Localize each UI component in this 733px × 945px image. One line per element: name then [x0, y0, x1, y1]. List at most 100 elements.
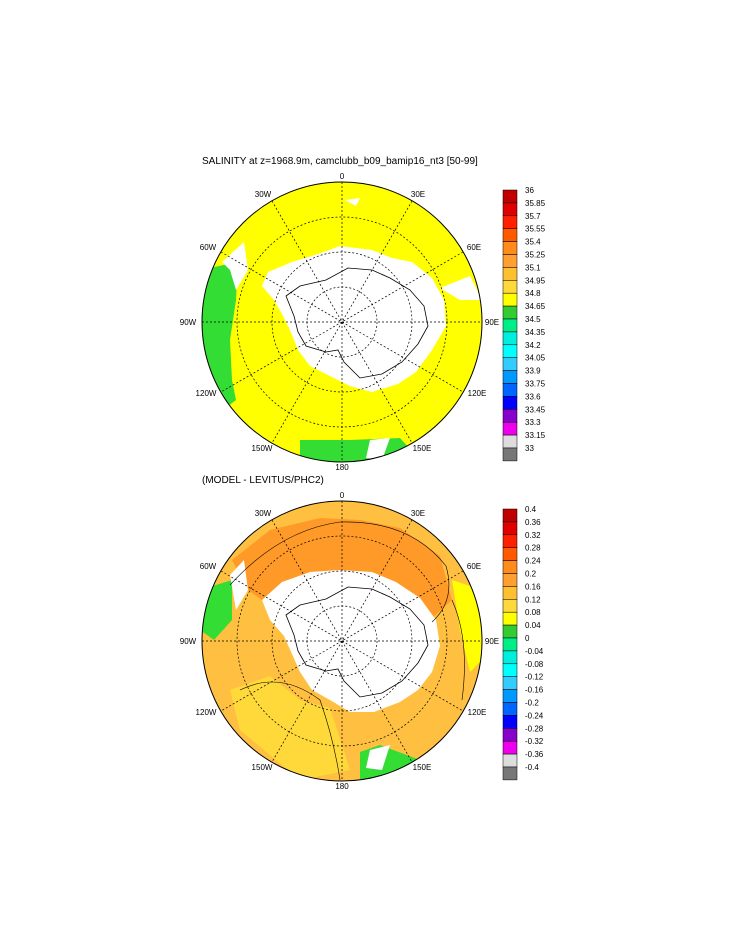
lon-label-150e: 150E [413, 444, 432, 453]
colorbar-label: 33.9 [525, 367, 541, 376]
lon-label-90w: 90W [180, 637, 197, 646]
colorbar-swatch [502, 215, 518, 229]
lon-label-180: 180 [335, 782, 349, 791]
lon-label-30w: 30W [255, 190, 272, 199]
colorbar-label: -0.28 [525, 724, 544, 733]
colorbar-label: 0.28 [525, 544, 541, 553]
lon-label-120e: 120E [468, 389, 487, 398]
colorbar-swatch [502, 447, 518, 462]
colorbar-label: 0.12 [525, 595, 541, 604]
lon-label-0: 0 [340, 491, 345, 500]
colorbar-label: 34.95 [525, 276, 546, 285]
colorbar-swatch [502, 611, 518, 626]
antarctica-coastline [285, 586, 429, 698]
colorbar-swatch [502, 637, 518, 652]
colorbar-swatch [502, 715, 518, 729]
colorbar-label: 34.65 [525, 302, 546, 311]
colorbar-swatch [502, 357, 518, 371]
colorbar-label: 33 [525, 444, 534, 453]
colorbar-label: 0 [525, 634, 530, 643]
lon-label-150w: 150W [252, 763, 273, 772]
panel2-title: (MODEL - LEVITUS/PHC2) [202, 475, 324, 486]
nz-coast-region [300, 438, 420, 462]
lon-label-60e: 60E [467, 562, 481, 571]
colorbar-swatch [502, 241, 518, 255]
colorbar-swatch [502, 753, 518, 768]
lon-label-180: 180 [335, 463, 349, 472]
map-border [201, 500, 483, 782]
colorbar-swatch [502, 586, 518, 600]
lon-label-60w: 60W [200, 562, 217, 571]
colorbar-swatch [502, 202, 518, 217]
south-america-land [222, 242, 248, 290]
colorbar-label: -0.12 [525, 673, 544, 682]
meridian-grid [202, 501, 482, 781]
colorbar-label: 35.7 [525, 212, 541, 221]
colorbar-label: 0.4 [525, 505, 537, 514]
colorbar-label: -0.24 [525, 711, 544, 720]
colorbar-swatch [502, 254, 518, 268]
colorbar-label: 34.2 [525, 341, 541, 350]
colorbar-swatch [502, 650, 518, 665]
colorbar-swatch [502, 305, 518, 320]
lon-label-150w: 150W [252, 444, 273, 453]
colorbar-label: 0.04 [525, 621, 541, 630]
colorbar-label: 33.6 [525, 392, 541, 401]
colorbar-swatch [502, 547, 518, 561]
colorbar-swatch [502, 421, 518, 436]
colorbar-label: 0.32 [525, 531, 541, 540]
colorbar-swatch [502, 766, 518, 781]
colorbar-swatch [502, 624, 518, 639]
colorbar-swatch [502, 344, 518, 358]
colorbar-swatch [502, 280, 518, 294]
ice-patch [440, 276, 482, 300]
colorbar-label: 0.36 [525, 518, 541, 527]
colorbar-swatch [502, 740, 518, 755]
nz-land [366, 438, 390, 460]
colorbar-label: 34.35 [525, 328, 546, 337]
lon-label-120e: 120E [468, 708, 487, 717]
lon-label-120w: 120W [196, 708, 217, 717]
colorbar-swatch [502, 267, 518, 281]
colorbar-swatch [502, 396, 518, 410]
colorbar-label: -0.04 [525, 647, 544, 656]
colorbar-label: 33.45 [525, 405, 546, 414]
colorbar-swatch [502, 521, 518, 536]
colorbar-label: -0.4 [525, 763, 539, 772]
anomaly-contours [229, 521, 465, 781]
east-near-zero-region [452, 580, 482, 672]
colorbar-swatch [502, 228, 518, 242]
colorbar-label: 35.25 [525, 251, 546, 260]
colorbar-swatch [502, 508, 518, 523]
antarctica-coastline [285, 267, 429, 379]
colorbar-label: 0.16 [525, 582, 541, 591]
salinity-polar-map: 0 30E 60E 90E 120E 150E 180 150W 120W 90… [180, 172, 499, 472]
colorbar-swatch [502, 409, 518, 423]
colorbar-label: 34.5 [525, 315, 541, 324]
lon-label-120w: 120W [196, 389, 217, 398]
colorbar-label: 36 [525, 186, 534, 195]
lon-label-60w: 60W [200, 243, 217, 252]
colorbar-swatch [502, 383, 518, 397]
colorbar-label: -0.16 [525, 686, 544, 695]
lon-label-150e: 150E [413, 763, 432, 772]
colorbar-swatch [502, 189, 518, 204]
colorbar-label: 0.24 [525, 557, 541, 566]
colorbar-label: -0.08 [525, 660, 544, 669]
lon-label-90w: 90W [180, 318, 197, 327]
colorbar-swatch [502, 702, 518, 716]
meridian-grid [202, 182, 482, 462]
colorbar-label: 33.3 [525, 418, 541, 427]
colorbar-swatch [502, 689, 518, 703]
colorbar-swatch [502, 434, 518, 449]
colorbar-swatch [502, 292, 518, 307]
south-america-land [230, 560, 248, 610]
salinity-colorbar: 36 35.85 35.7 35.55 35.4 35.25 35.1 34.95 34.8 34… [502, 186, 546, 462]
colorbar-label: 35.55 [525, 225, 546, 234]
colorbar-swatch [502, 331, 518, 346]
weak-anomaly-region [230, 676, 350, 780]
map-border [201, 181, 483, 463]
colorbar-label: 34.05 [525, 354, 546, 363]
colorbar-label: -0.2 [525, 699, 539, 708]
